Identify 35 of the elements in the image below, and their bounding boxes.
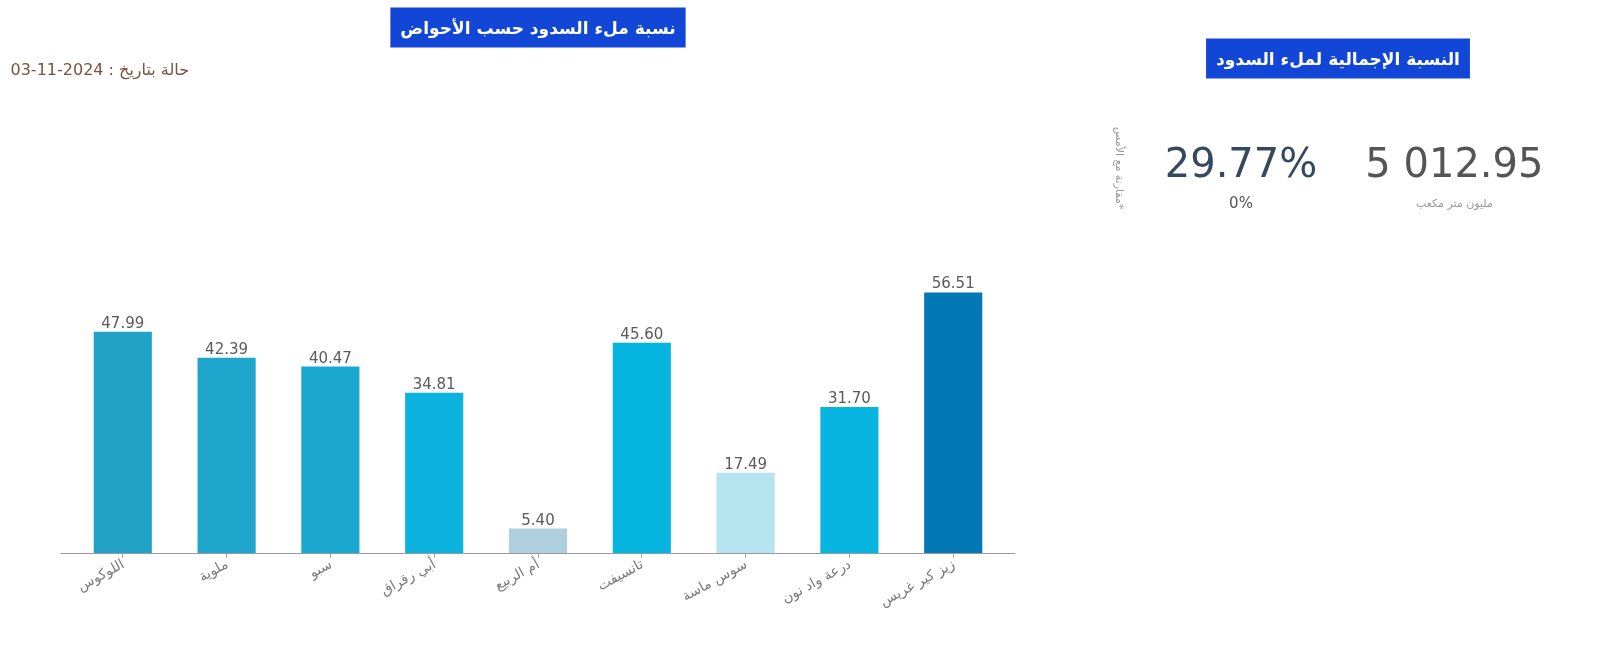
bar <box>820 407 879 554</box>
bar <box>405 392 464 554</box>
bar <box>924 292 983 554</box>
bar <box>301 366 360 554</box>
x-tick-label: ملوية <box>195 555 231 586</box>
text: مقارنة مع الأمس* <box>1113 126 1128 210</box>
x-tick-label: درعة واد نون <box>778 555 854 607</box>
data-label: 31.70 <box>827 389 871 408</box>
data-label: 42.39 <box>205 339 249 358</box>
data-label: 17.49 <box>724 454 768 473</box>
x-tick-label: اللوكوس <box>74 555 128 595</box>
bar <box>612 342 671 554</box>
text: 0% <box>1229 194 1253 213</box>
data-label: 45.60 <box>620 324 664 343</box>
x-tick-label: سوس ماسة <box>679 555 750 605</box>
text: مليون متر مكعب <box>1415 196 1493 210</box>
data-label: 5.40 <box>521 510 555 529</box>
text: 29.77% <box>1164 140 1318 187</box>
bar <box>508 528 568 554</box>
x-tick-label: أبي رقراق <box>377 554 439 600</box>
chart-title: نسبة ملء السدود حسب الأحواض <box>400 17 676 39</box>
data-label: 40.47 <box>308 348 352 367</box>
data-label: 56.51 <box>931 274 975 293</box>
data-label: 47.99 <box>101 313 145 332</box>
text: حالة بتاريخ : 2024-11-03 <box>10 59 190 80</box>
text: 5 012.95 <box>1365 140 1544 187</box>
text: النسبة الإجمالية لملء السدود <box>1216 48 1460 70</box>
bar <box>197 357 256 554</box>
x-tick-label: أم الربيع <box>491 554 543 594</box>
bar <box>93 331 152 554</box>
x-tick-label: سبو <box>305 555 335 582</box>
x-tick-label: تانسيفت <box>594 555 646 594</box>
data-label: 34.81 <box>412 374 456 393</box>
x-tick-label: زيز كير غريس <box>876 555 958 611</box>
bar <box>716 472 775 554</box>
